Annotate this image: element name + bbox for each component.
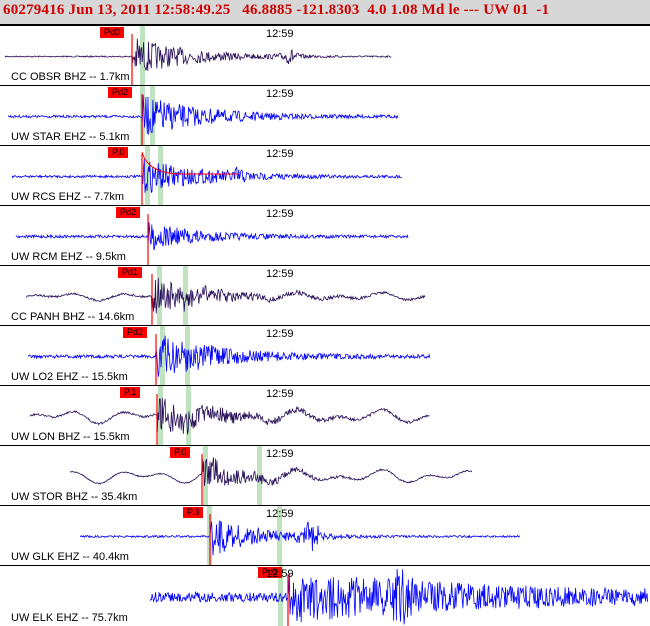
trace-panel[interactable]: Pd2 12:59 UW ELK EHZ -- 75.7km (0, 565, 650, 626)
pick-tag[interactable]: Pd0 (100, 27, 125, 38)
trace-panel[interactable]: Pd2 12:59 UW RCM EHZ -- 9.5km (0, 205, 650, 265)
station-label: CC PANH BHZ -- 14.6km (11, 311, 135, 323)
waveform (79, 506, 520, 565)
station-label: CC OBSR BHZ -- 1.7km (11, 71, 130, 83)
pick-tag[interactable]: P.0 (108, 147, 129, 158)
seismogram-panels: Pd0 12:59 CC OBSR BHZ -- 1.7km Pd2 12:59… (0, 25, 650, 626)
seismic-trace (7, 94, 399, 135)
time-label: 12:59 (266, 268, 294, 280)
station-label: UW RCS EHZ -- 7.7km (11, 191, 125, 203)
time-label: 12:59 (266, 28, 294, 40)
seismic-trace (4, 38, 392, 71)
time-label: 12:59 (266, 88, 294, 100)
time-label: 12:59 (266, 388, 294, 400)
pick-tag[interactable]: Pd2 (108, 87, 133, 98)
pick-tag[interactable]: Pd2 (116, 207, 141, 218)
analysis-window (183, 266, 188, 325)
time-label: 12:59 (266, 448, 294, 460)
waveform (29, 386, 430, 445)
event-header: 60279416 Jun 13, 2011 12:58:49.25 46.888… (0, 0, 650, 25)
pick-tag[interactable]: P.0 (170, 447, 191, 458)
waveform (149, 566, 649, 626)
pick-tag[interactable]: Pd1 (118, 267, 143, 278)
pick-tag[interactable]: P.3 (183, 507, 204, 518)
trace-panel[interactable]: P.3 12:59 UW GLK EHZ -- 40.4km (0, 505, 650, 565)
pick-tag[interactable]: P.1 (120, 387, 141, 398)
seismic-trace (79, 520, 520, 556)
seismic-trace (27, 335, 431, 377)
station-label: UW STOR BHZ -- 35.4km (11, 491, 138, 503)
time-label: 12:59 (266, 328, 294, 340)
trace-panel[interactable]: Pd0 12:59 CC OBSR BHZ -- 1.7km (0, 25, 650, 85)
seismic-trace (15, 222, 409, 251)
waveform (69, 446, 473, 505)
station-label: UW RCM EHZ -- 9.5km (11, 251, 126, 263)
time-label: 12:59 (266, 568, 294, 580)
time-label: 12:59 (266, 148, 294, 160)
waveform (27, 326, 431, 385)
seismic-trace (69, 457, 473, 486)
coda-curve (141, 151, 238, 175)
seismic-trace (11, 159, 403, 193)
station-label: UW LON BHZ -- 15.5km (11, 431, 130, 443)
trace-panel[interactable]: P.1 12:59 UW LON BHZ -- 15.5km (0, 385, 650, 445)
station-label: UW GLK EHZ -- 40.4km (11, 551, 129, 563)
analysis-window (157, 266, 162, 325)
station-label: UW ELK EHZ -- 75.7km (11, 612, 128, 624)
waveform (15, 214, 409, 265)
pick-tag[interactable]: Pd2 (123, 327, 148, 338)
seismic-trace (29, 397, 430, 435)
trace-panel[interactable]: P.0 12:59 UW RCS EHZ -- 7.7km (0, 145, 650, 205)
trace-panel[interactable]: P.0 12:59 UW STOR BHZ -- 35.4km (0, 445, 650, 505)
trace-panel[interactable]: Pd2 12:59 UW LO2 EHZ -- 15.5km (0, 325, 650, 385)
seismic-trace (25, 278, 426, 314)
event-summary: 60279416 Jun 13, 2011 12:58:49.25 46.888… (3, 2, 550, 18)
trace-panel[interactable]: Pd2 12:59 UW STAR EHZ -- 5.1km (0, 85, 650, 145)
trace-panel[interactable]: Pd1 12:59 CC PANH BHZ -- 14.6km (0, 265, 650, 325)
analysis-window (160, 326, 165, 385)
pick-tag[interactable]: Pd2 (258, 567, 283, 578)
time-label: 12:59 (266, 508, 294, 520)
station-label: UW STAR EHZ -- 5.1km (11, 131, 130, 143)
waveform (25, 266, 426, 325)
waveform (11, 146, 403, 205)
time-label: 12:59 (266, 208, 294, 220)
analysis-window (257, 446, 262, 505)
waveform (4, 26, 392, 85)
station-label: UW LO2 EHZ -- 15.5km (11, 371, 128, 383)
seismic-trace (149, 568, 649, 625)
waveform (7, 86, 399, 145)
